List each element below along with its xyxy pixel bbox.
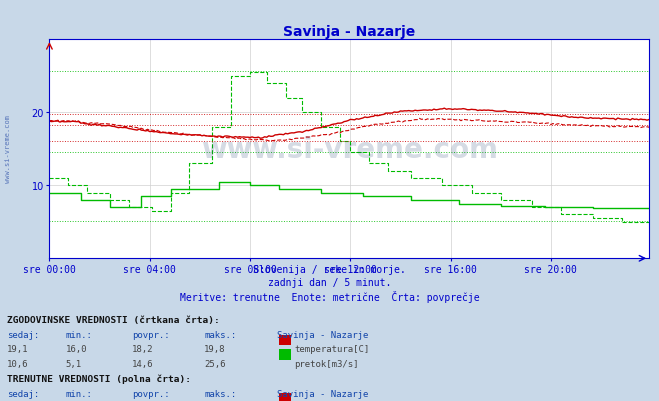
Text: maks.:: maks.: xyxy=(204,389,237,397)
Text: www.si-vreme.com: www.si-vreme.com xyxy=(5,114,11,182)
Text: povpr.:: povpr.: xyxy=(132,389,169,397)
Text: 16,0: 16,0 xyxy=(66,344,88,353)
Text: 19,1: 19,1 xyxy=(7,344,28,353)
Text: zadnji dan / 5 minut.: zadnji dan / 5 minut. xyxy=(268,277,391,288)
Title: Savinja - Nazarje: Savinja - Nazarje xyxy=(283,25,415,39)
Text: pretok[m3/s]: pretok[m3/s] xyxy=(295,359,359,368)
Text: TRENUTNE VREDNOSTI (polna črta):: TRENUTNE VREDNOSTI (polna črta): xyxy=(7,373,190,383)
Text: Meritve: trenutne  Enote: metrične  Črta: povprečje: Meritve: trenutne Enote: metrične Črta: … xyxy=(180,290,479,302)
Text: 18,2: 18,2 xyxy=(132,344,154,353)
Text: 5,1: 5,1 xyxy=(66,359,82,368)
Text: ZGODOVINSKE VREDNOSTI (črtkana črta):: ZGODOVINSKE VREDNOSTI (črtkana črta): xyxy=(7,315,219,324)
Text: Slovenija / reke in morje.: Slovenija / reke in morje. xyxy=(253,265,406,275)
Text: temperatura[C]: temperatura[C] xyxy=(295,344,370,353)
Text: maks.:: maks.: xyxy=(204,330,237,339)
Text: 14,6: 14,6 xyxy=(132,359,154,368)
Text: Savinja - Nazarje: Savinja - Nazarje xyxy=(277,330,368,339)
Text: www.si-vreme.com: www.si-vreme.com xyxy=(201,136,498,163)
Text: 19,8: 19,8 xyxy=(204,344,226,353)
Text: min.:: min.: xyxy=(66,389,93,397)
Text: povpr.:: povpr.: xyxy=(132,330,169,339)
Text: sedaj:: sedaj: xyxy=(7,389,39,397)
Text: sedaj:: sedaj: xyxy=(7,330,39,339)
Text: 25,6: 25,6 xyxy=(204,359,226,368)
Text: min.:: min.: xyxy=(66,330,93,339)
Text: Savinja - Nazarje: Savinja - Nazarje xyxy=(277,389,368,397)
Text: 10,6: 10,6 xyxy=(7,359,28,368)
